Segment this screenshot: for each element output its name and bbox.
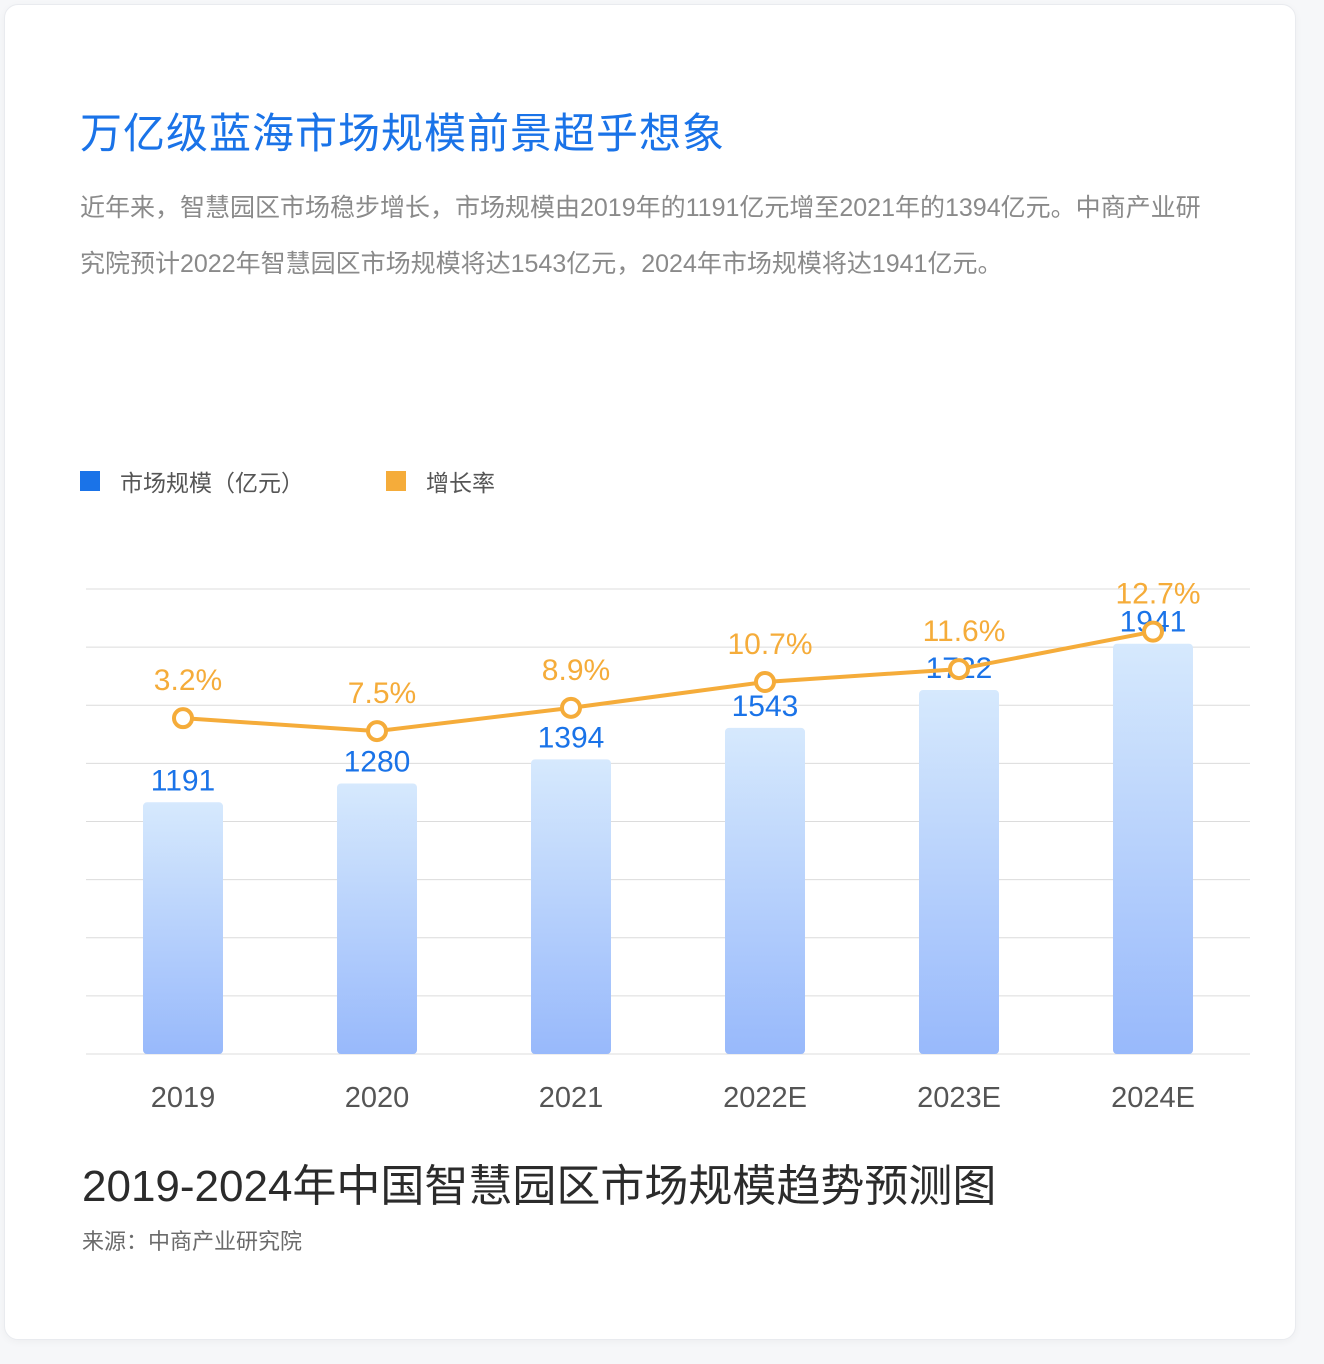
growth-point [172,707,194,730]
growth-value-label: 8.9% [542,654,610,687]
bar-2022E [725,727,805,1054]
chart-title: 2019-2024年中国智慧园区市场规模趋势预测图 [82,1162,997,1211]
growth-point [754,671,776,693]
legend-swatch-growth-rate [386,471,406,491]
growth-line [182,629,1154,734]
legend-label-growth-rate: 增长率 [426,470,495,496]
source-note: 来源：中商产业研究院 [82,1229,303,1254]
headline: 万亿级蓝海市场规模前景超乎想象 [80,110,726,157]
growth-value-label: 7.5% [348,677,416,710]
growth-point [366,720,388,743]
bar-2019 [143,802,223,1054]
growth-value-label: 3.2% [154,664,222,697]
chart-card [4,4,1296,1340]
bar-value-label: 1280 [344,745,411,778]
bar-2021 [531,759,611,1054]
bar-2024E [1113,643,1193,1054]
bar-value-label: 1543 [732,690,799,723]
legend-label-market-size: 市场规模（亿元） [120,470,304,496]
growth-point [948,658,970,681]
bar-2020 [337,783,417,1054]
x-tick-label: 2021 [539,1082,604,1114]
legend-swatch-market-size [80,471,100,491]
bar-2023E [919,690,999,1054]
x-tick-label: 2022E [723,1082,807,1114]
bar-value-label: 1394 [538,721,605,754]
x-tick-label: 2024E [1111,1082,1195,1114]
bar-value-label: 1191 [151,764,216,797]
x-tick-label: 2019 [151,1082,216,1114]
x-tick-label: 2020 [345,1082,410,1114]
growth-point [1142,620,1164,643]
growth-value-label: 12.7% [1115,578,1200,611]
growth-point [560,696,582,719]
x-tick-label: 2023E [917,1082,1001,1114]
intro-paragraph: 近年来，智慧园区市场稳步增长，市场规模由2019年的1191亿元增至2021年的… [80,194,1201,278]
growth-value-label: 11.6% [923,615,1006,648]
growth-value-label: 10.7% [727,628,812,661]
